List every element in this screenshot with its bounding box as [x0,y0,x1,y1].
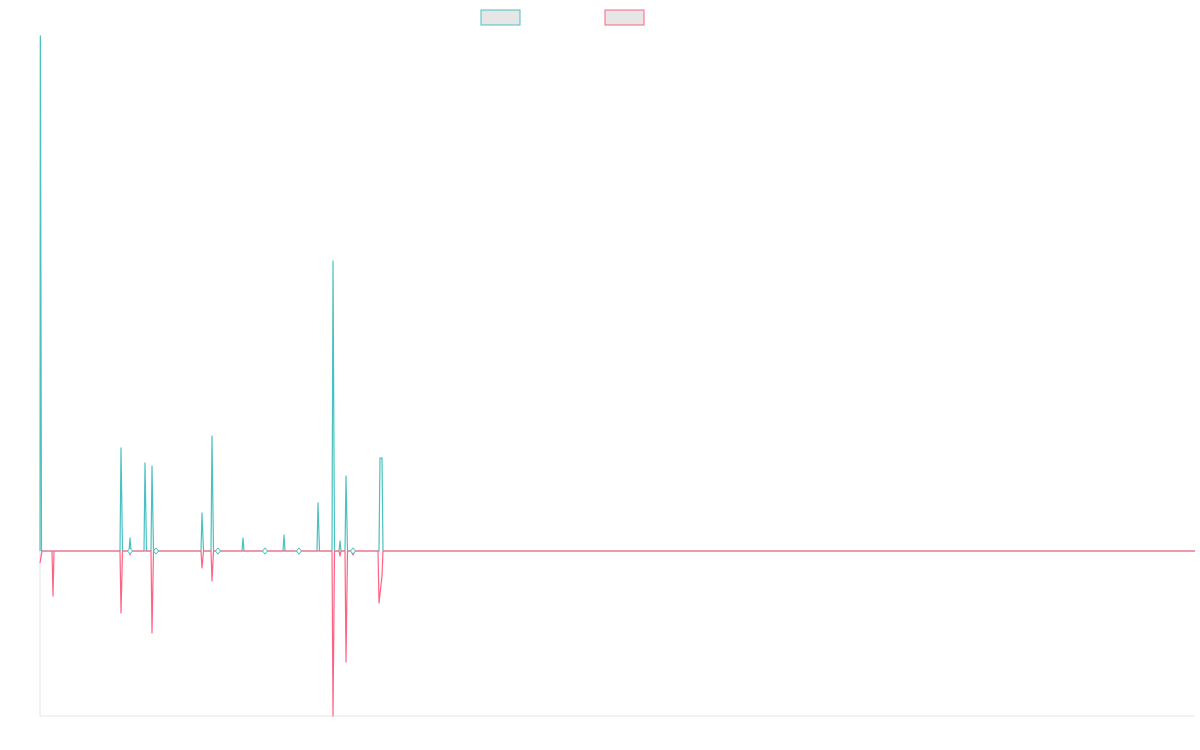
data-point-marker-1 [126,547,134,555]
series-line-1 [39,35,1195,552]
data-point-marker-6 [349,547,357,555]
data-point-marker-3 [214,547,222,555]
series-line-2 [39,550,1195,717]
data-point-marker-2 [152,547,160,555]
legend [480,9,645,26]
series-layer [39,35,1195,717]
legend-swatch-series-2 [604,9,645,26]
data-point-marker-5 [295,547,303,555]
marker-layer [126,547,357,555]
legend-swatch-series-1 [480,9,521,26]
axes [39,36,1195,717]
data-point-marker-4 [261,547,269,555]
